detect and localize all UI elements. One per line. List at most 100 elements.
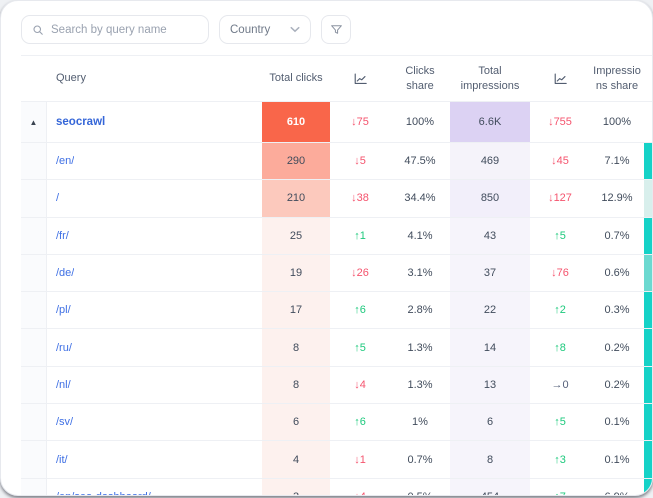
impressions-share-cell: 0.3% [604, 304, 630, 317]
clicks-change-cell: ↓4 [354, 378, 366, 391]
table-row[interactable]: ▲ seocrawl 610 ↓75 100% 6.6K ↓755 100% [21, 102, 652, 143]
expander-gutter [21, 292, 47, 329]
filter-button[interactable] [321, 15, 351, 44]
impressions-share-cell: 6.9% [590, 479, 644, 495]
table-row[interactable]: / 210 ↓38 34.4% 850 ↓127 12.9% [21, 180, 652, 218]
clicks-change-cell: ↓5 [354, 155, 366, 168]
query-link[interactable]: /sv/ [56, 416, 74, 429]
heat-edge [644, 102, 652, 142]
table-row[interactable]: /it/ 4 ↓1 0.7% 8 ↑3 0.1% [21, 441, 652, 479]
query-link[interactable]: / [56, 192, 60, 205]
clicks-share-cell: 1% [412, 416, 428, 429]
collapse-arrow-button[interactable]: ▲ [21, 102, 47, 142]
total-impressions-cell: 454 [450, 478, 530, 495]
impressions-change-cell: ↑5 [554, 416, 566, 429]
total-clicks-cell: 4 [262, 441, 330, 478]
clicks-share-cell: 1.3% [407, 378, 433, 391]
expander-gutter [21, 366, 47, 404]
query-link[interactable]: seocrawl [56, 116, 106, 128]
query-link[interactable]: /ru/ [56, 341, 72, 354]
country-select[interactable]: Country [219, 15, 311, 44]
table-row[interactable]: /en/ 290 ↓5 47.5% 469 ↓45 7.1% [21, 143, 652, 181]
total-impressions-cell: 850 [450, 180, 530, 217]
header-edge-spacer [644, 56, 652, 101]
impressions-share-cell: 0.2% [604, 341, 630, 354]
total-clicks-cell: 19 [262, 254, 330, 292]
query-link[interactable]: /en/seo-dashboard/ [56, 491, 151, 495]
table-row[interactable]: /sv/ 6 ↑6 1% 6 ↑5 0.1% [21, 404, 652, 442]
impressions-change-cell: ↑3 [554, 453, 566, 466]
total-impressions-cell: 8 [450, 441, 530, 478]
heat-edge [644, 217, 652, 254]
query-link[interactable]: /en/ [56, 155, 75, 168]
clicks-share-cell: 4.1% [407, 229, 433, 242]
query-link[interactable]: /pl/ [56, 304, 71, 317]
total-impressions-cell: 6.6K [450, 102, 530, 142]
expander-gutter [21, 217, 47, 254]
total-clicks-cell: 8 [262, 329, 330, 366]
header-total-impressions[interactable]: Total impressions [460, 64, 520, 92]
query-link[interactable]: /it/ [56, 453, 68, 466]
table-row[interactable]: /en/seo-dashboard/ 3 ↓4 0.5% 454 ↑7 6.9% [21, 478, 652, 495]
search-input[interactable]: Search by query name [21, 15, 209, 44]
query-link[interactable]: /fr/ [56, 229, 69, 242]
search-icon [33, 24, 43, 35]
table-row[interactable]: /fr/ 25 ↑1 4.1% 43 ↑5 0.7% [21, 217, 652, 255]
total-clicks-cell: 3 [262, 478, 330, 495]
clicks-share-cell: 0.7% [407, 453, 433, 466]
total-impressions-cell: 13 [450, 366, 530, 404]
header-total-clicks[interactable]: Total clicks [269, 72, 323, 85]
clicks-change-cell: ↓75 [351, 116, 369, 128]
impressions-share-cell: 0.1% [604, 416, 630, 429]
expander-gutter [21, 254, 47, 292]
impressions-change-cell: ↓127 [548, 192, 572, 205]
impressions-change-cell: ↓755 [548, 116, 572, 128]
expander-gutter [21, 478, 47, 495]
line-chart-icon [554, 73, 567, 84]
total-clicks-cell: 6 [262, 404, 330, 441]
total-impressions-cell: 6 [450, 404, 530, 441]
total-impressions-cell: 37 [450, 254, 530, 292]
header-impressions-chart[interactable] [530, 56, 590, 101]
total-clicks-cell: 610 [262, 102, 330, 142]
table-row[interactable]: /ru/ 8 ↑5 1.3% 14 ↑8 0.2% [21, 329, 652, 367]
queries-table: Query Total clicks Clicks share Total im… [21, 55, 652, 495]
clicks-change-cell: ↓4 [330, 479, 390, 495]
table-row[interactable]: /nl/ 8 ↓4 1.3% 13 →0 0.2% [21, 366, 652, 405]
clicks-share-cell: 100% [405, 116, 435, 128]
impressions-share-cell: 12.9% [601, 192, 633, 205]
impressions-share-cell: 7.1% [604, 155, 630, 168]
clicks-change-cell: ↑1 [354, 229, 366, 242]
clicks-share-cell: 1.3% [407, 341, 433, 354]
impressions-change-cell: ↑5 [554, 229, 566, 242]
impressions-share-cell: 0.1% [604, 453, 630, 466]
total-clicks-cell: 17 [262, 292, 330, 329]
heat-edge [644, 143, 652, 180]
impressions-change-cell: →0 [551, 378, 569, 391]
total-clicks-cell: 210 [262, 180, 330, 217]
line-chart-icon [354, 73, 367, 84]
expander-gutter [21, 404, 47, 441]
header-impressions-share[interactable]: Impressions share [593, 64, 641, 92]
impressions-share-cell: 0.2% [604, 378, 630, 391]
header-clicks-chart[interactable] [330, 56, 390, 101]
table-row[interactable]: /de/ 19 ↓26 3.1% 37 ↓76 0.6% [21, 254, 652, 293]
chevron-down-icon [290, 26, 300, 33]
heat-edge [644, 478, 652, 495]
heat-edge [644, 254, 652, 292]
funnel-icon [330, 25, 342, 34]
table-row[interactable]: /pl/ 17 ↑6 2.8% 22 ↑2 0.3% [21, 292, 652, 330]
clicks-share-cell: 2.8% [407, 304, 433, 317]
query-link[interactable]: /nl/ [56, 378, 71, 391]
header-clicks-share[interactable]: Clicks share [405, 64, 435, 92]
heat-edge [644, 366, 652, 404]
heat-edge [644, 441, 652, 478]
query-link[interactable]: /de/ [56, 267, 75, 280]
clicks-change-cell: ↑6 [354, 416, 366, 429]
header-query[interactable]: Query [56, 72, 86, 85]
expander-gutter [21, 143, 47, 180]
clicks-share-cell: 47.5% [404, 155, 436, 168]
impressions-share-cell: 0.6% [604, 267, 630, 280]
